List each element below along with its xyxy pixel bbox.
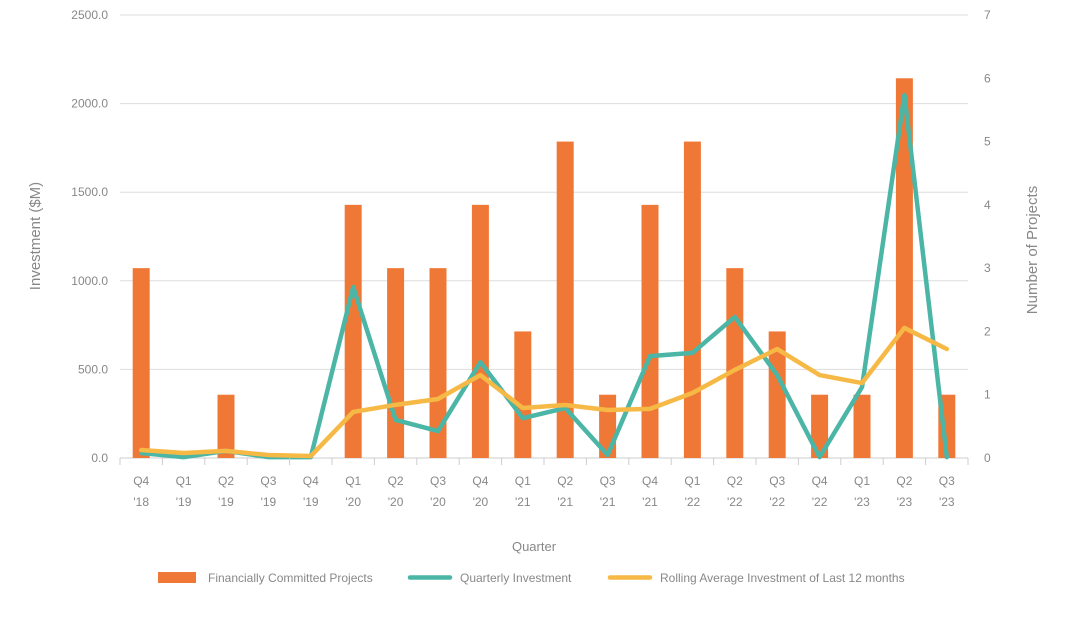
y2-tick-label: 2 [984, 324, 991, 338]
bar [641, 204, 659, 458]
bar [811, 394, 829, 458]
x-tick-label: Q1 [515, 474, 531, 488]
x-tick-label: '20 [345, 495, 361, 509]
y-tick-label: 500.0 [78, 362, 108, 376]
x-tick-label: '22 [685, 495, 701, 509]
legend-label: Quarterly Investment [460, 571, 572, 585]
x-axis-title: Quarter [512, 539, 557, 554]
x-tick-label: Q2 [896, 474, 912, 488]
y-tick-label: 1000.0 [71, 274, 108, 288]
bar [217, 394, 235, 458]
x-tick-label: Q4 [812, 474, 828, 488]
x-tick-label: '20 [473, 495, 489, 509]
x-tick-label: Q1 [854, 474, 870, 488]
y2-tick-label: 0 [984, 451, 991, 465]
x-tick-label: Q4 [133, 474, 149, 488]
bar-series [132, 78, 956, 459]
x-tick-label: Q2 [218, 474, 234, 488]
bar [344, 204, 362, 458]
x-tick-label: '19 [303, 495, 319, 509]
bar [895, 78, 913, 459]
y-axis-title: Investment ($M) [27, 182, 44, 290]
x-tick-label: Q4 [472, 474, 488, 488]
x-tick-label: '21 [557, 495, 573, 509]
y-tick-label: 2000.0 [71, 97, 108, 111]
y2-tick-label: 4 [984, 198, 991, 212]
x-tick-label: Q1 [176, 474, 192, 488]
x-tick-label: Q2 [557, 474, 573, 488]
x-tick-label: '23 [897, 495, 913, 509]
y2-axis-title: Number of Projects [1024, 186, 1041, 314]
y-tick-label: 0.0 [91, 451, 108, 465]
x-tick-label: '22 [812, 495, 828, 509]
legend-label: Rolling Average Investment of Last 12 mo… [660, 571, 905, 585]
x-tick-label: '22 [727, 495, 743, 509]
y-tick-label: 2500.0 [71, 8, 108, 22]
x-tick-label: Q4 [642, 474, 658, 488]
right-axis-ticks: 0 1 2 3 4 5 6 7 [984, 8, 991, 465]
x-tick-label: '19 [218, 495, 234, 509]
bar [429, 268, 447, 458]
x-tick-label: Q3 [769, 474, 785, 488]
x-tick-label: Q3 [260, 474, 276, 488]
y2-tick-label: 1 [984, 388, 991, 402]
bar [514, 331, 532, 458]
x-tick-label: '22 [769, 495, 785, 509]
legend: Financially Committed Projects Quarterly … [158, 571, 905, 585]
x-tick-label: '19 [261, 495, 277, 509]
x-tick-label: Q3 [430, 474, 446, 488]
y2-tick-label: 5 [984, 135, 991, 149]
x-tick-label: '20 [388, 495, 404, 509]
x-tick-label: Q2 [727, 474, 743, 488]
x-tick-label: '18 [133, 495, 149, 509]
y2-tick-label: 3 [984, 261, 991, 275]
x-tick-label: Q1 [684, 474, 700, 488]
grid-lines [120, 14, 968, 459]
x-tick-label: Q3 [939, 474, 955, 488]
y-tick-label: 1500.0 [71, 185, 108, 199]
bar [853, 394, 871, 458]
x-tick-label: Q4 [303, 474, 319, 488]
x-tick-label: '21 [515, 495, 531, 509]
x-tick-label: Q3 [600, 474, 616, 488]
legend-label: Financially Committed Projects [208, 571, 373, 585]
x-axis-ticks: Q4 '18 Q1 '19 Q2 '19 Q3 '19 Q4 '19 Q1 '20 Q2 '20 Q3 '20… [119, 458, 969, 509]
bar [683, 141, 701, 459]
y2-tick-label: 7 [984, 8, 991, 22]
x-tick-label: '20 [430, 495, 446, 509]
x-tick-label: '19 [176, 495, 192, 509]
bar [132, 268, 150, 458]
x-tick-label: '23 [854, 495, 870, 509]
bar [768, 331, 786, 458]
x-tick-label: Q1 [345, 474, 361, 488]
x-tick-label: Q2 [388, 474, 404, 488]
y2-tick-label: 6 [984, 71, 991, 85]
bar [556, 141, 574, 459]
left-axis-ticks: 0.0 500.0 1000.0 1500.0 2000.0 2500.0 [71, 8, 108, 465]
x-tick-label: '23 [939, 495, 955, 509]
legend-swatch [158, 572, 196, 583]
x-tick-label: '21 [642, 495, 658, 509]
line-series [138, 92, 950, 460]
bar [471, 204, 489, 458]
line-rolling-average-investment-of-last-12-months [138, 325, 950, 459]
bar [726, 268, 744, 458]
bar [387, 268, 405, 458]
x-tick-label: '21 [600, 495, 616, 509]
